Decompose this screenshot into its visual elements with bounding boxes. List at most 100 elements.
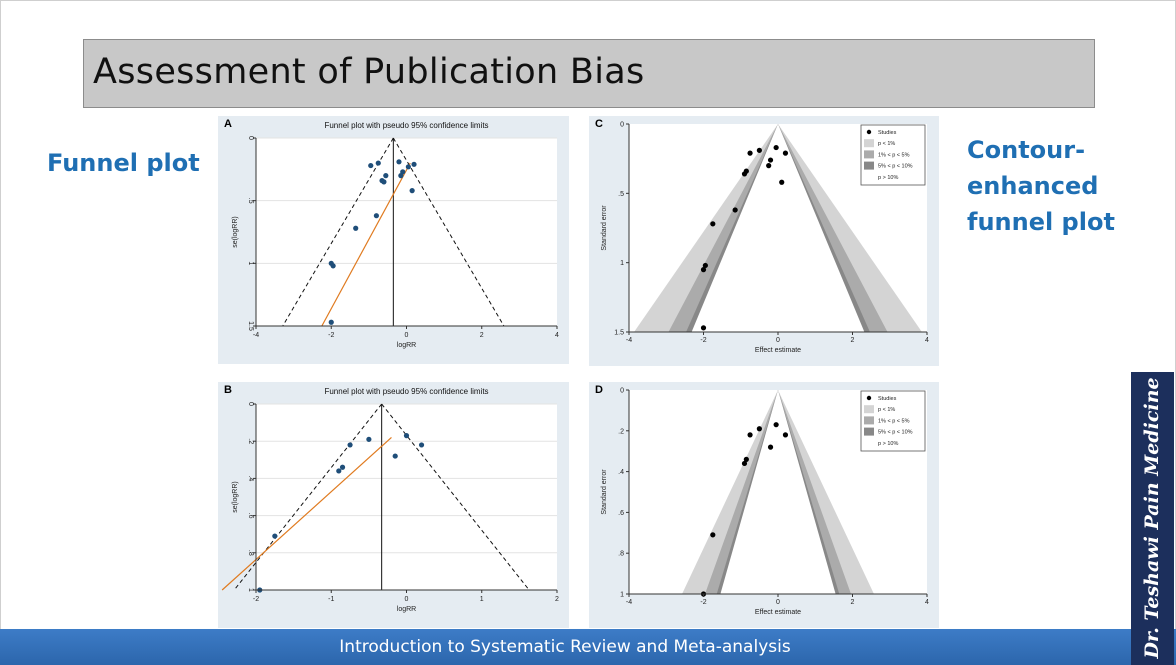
study-point	[710, 532, 716, 538]
x-tick-label: 1	[480, 596, 484, 603]
legend-swatch	[864, 438, 874, 447]
study-point	[418, 442, 425, 448]
study-point	[403, 433, 410, 439]
chart-panel-d: D -4 -2 0 2 4 0 .2 .4 .6 .8 1 Effect estimate Standar…	[589, 382, 939, 628]
contour-funnel-plot-c: C -4 -2 0 2 4 0 .5 1 1.5 Effect estimate Standard e…	[595, 118, 929, 354]
y-tick-label: .8	[247, 550, 254, 556]
legend-label: 1% < p < 5%	[878, 152, 910, 158]
footer-bar: Introduction to Systematic Review and Me…	[0, 629, 1176, 665]
x-tick-label: 4	[925, 599, 929, 606]
panel-letter: D	[595, 384, 603, 396]
legend-swatch	[864, 405, 874, 414]
funnel-limit-left	[282, 137, 394, 327]
panel-letter: A	[224, 118, 232, 130]
y-tick-label: .5	[618, 191, 624, 198]
y-tick-label: 0	[247, 402, 254, 406]
legend-marker-studies	[866, 395, 872, 401]
study-point	[353, 225, 359, 231]
y-axis-label: Standard error	[601, 469, 608, 515]
author-banner: Dr. Teshawi Pain Medicine	[1131, 372, 1174, 665]
x-tick-label: 0	[776, 337, 780, 344]
study-point	[368, 162, 374, 169]
slide-title: Assessment of Publication Bias	[93, 52, 645, 92]
legend-label: p > 10%	[878, 441, 898, 447]
chart-panel-c: C -4 -2 0 2 4 0 .5 1 1.5 Effect estimate Standard e…	[589, 116, 939, 366]
x-tick-label: -2	[700, 599, 706, 606]
study-point	[375, 160, 381, 166]
legend-label: p > 10%	[878, 175, 898, 181]
study-point	[396, 159, 402, 165]
study-point	[710, 221, 716, 227]
y-tick-label: .4	[247, 475, 254, 481]
chart-panel-b: B Funnel plot with pseudo 95% confidence …	[218, 382, 569, 628]
x-tick-label: -4	[626, 337, 632, 344]
study-point	[336, 468, 342, 474]
contour-label-line: Contour-	[967, 136, 1086, 164]
y-tick-label: 1	[620, 592, 624, 599]
x-tick-label: 2	[555, 596, 559, 603]
y-tick-label: .6	[618, 510, 624, 517]
y-tick-label: 1	[620, 260, 624, 267]
study-point	[409, 188, 415, 194]
author-banner-text: Dr. Teshawi Pain Medicine	[1141, 377, 1163, 659]
y-tick-label: .5	[247, 198, 254, 204]
study-point	[743, 456, 749, 462]
study-point	[773, 422, 779, 428]
slide-title-bar: Assessment of Publication Bias	[83, 39, 1095, 108]
plot-area	[256, 404, 557, 590]
legend-label: Studies	[878, 130, 897, 136]
study-point	[782, 432, 789, 438]
regression-line	[221, 437, 392, 591]
funnel-limit-right	[381, 403, 530, 591]
study-point	[702, 262, 708, 269]
study-point	[405, 164, 411, 170]
panel-letter: C	[595, 118, 603, 130]
x-axis-label: Effect estimate	[755, 347, 801, 354]
legend-swatch	[864, 416, 874, 425]
legend-label: 1% < p < 5%	[878, 418, 910, 424]
study-point	[779, 179, 785, 185]
legend-swatch	[864, 172, 874, 181]
contour-nonsignificant-region	[720, 390, 836, 594]
x-tick-label: -1	[328, 596, 334, 603]
legend-label: 5% < p < 10%	[878, 164, 913, 170]
legend-marker-studies	[866, 129, 872, 135]
study-point	[773, 144, 779, 151]
y-tick-label: .4	[618, 469, 624, 476]
y-tick-label: .2	[247, 438, 254, 444]
study-point	[339, 464, 346, 470]
y-axis-label: se(logRR)	[232, 481, 239, 513]
y-axis-label: Standard error	[601, 205, 608, 251]
x-tick-label: 4	[555, 332, 559, 339]
x-tick-label: 2	[480, 332, 484, 339]
x-tick-label: 0	[405, 596, 409, 603]
study-point	[767, 157, 774, 163]
y-tick-label: .2	[618, 428, 624, 435]
x-axis-label: logRR	[397, 606, 416, 613]
funnel-plot-label: Funnel plot	[47, 149, 200, 177]
study-point	[383, 173, 389, 179]
study-point	[328, 319, 334, 325]
x-tick-label: -4	[253, 332, 259, 339]
study-point	[700, 325, 707, 331]
study-point	[767, 444, 774, 450]
study-point	[373, 213, 379, 219]
legend-swatch	[864, 150, 874, 159]
contour-funnel-plot-d: D -4 -2 0 2 4 0 .2 .4 .6 .8 1 Effect estimate Standar…	[595, 384, 929, 616]
legend-swatch	[864, 427, 874, 436]
y-axis-label: se(logRR)	[232, 216, 239, 248]
x-tick-label: -4	[626, 599, 632, 606]
x-tick-label: 0	[405, 332, 409, 339]
x-tick-label: 4	[925, 337, 929, 344]
y-tick-label: 1.5	[614, 330, 624, 337]
study-point	[381, 179, 387, 185]
study-point	[741, 460, 748, 467]
y-tick-label: 0	[620, 122, 624, 129]
study-point	[392, 453, 398, 459]
funnel-limit-left	[233, 403, 383, 591]
funnel-plot-b: B Funnel plot with pseudo 95% confidence …	[221, 384, 559, 613]
study-point	[747, 150, 753, 156]
x-tick-label: -2	[700, 337, 706, 344]
funnel-plot-a: A Funnel plot with pseudo 95% confidence …	[224, 118, 559, 349]
legend-label: 5% < p < 10%	[878, 430, 913, 436]
